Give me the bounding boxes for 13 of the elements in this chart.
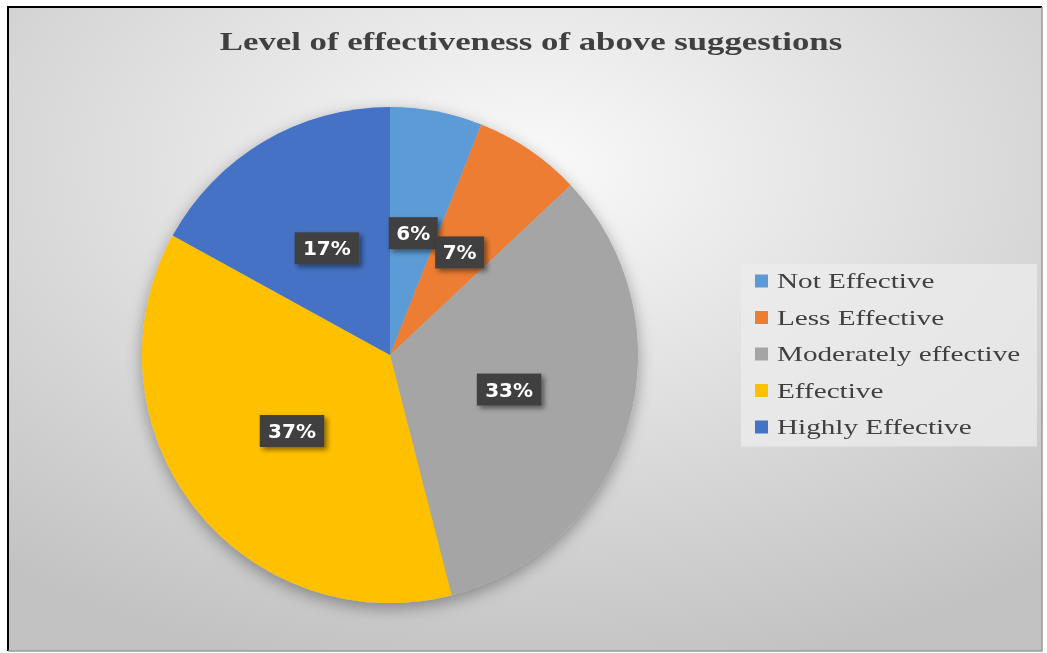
- pie-slice: [172, 107, 390, 355]
- data-label: 7%: [442, 240, 477, 265]
- chart-title: Level of effectiveness of above suggestions: [219, 27, 843, 56]
- legend-label: Not Effective: [777, 269, 935, 293]
- legend-label: Moderately effective: [777, 342, 1021, 366]
- data-label: 6%: [396, 221, 431, 246]
- data-label: 33%: [485, 377, 534, 402]
- data-label: 37%: [268, 419, 316, 443]
- legend-label: Less Effective: [777, 305, 945, 329]
- legend-label: Effective: [777, 378, 884, 402]
- legend-label: Highly Effective: [777, 415, 972, 439]
- pie-slice: [390, 185, 638, 596]
- data-label: 17%: [302, 236, 351, 261]
